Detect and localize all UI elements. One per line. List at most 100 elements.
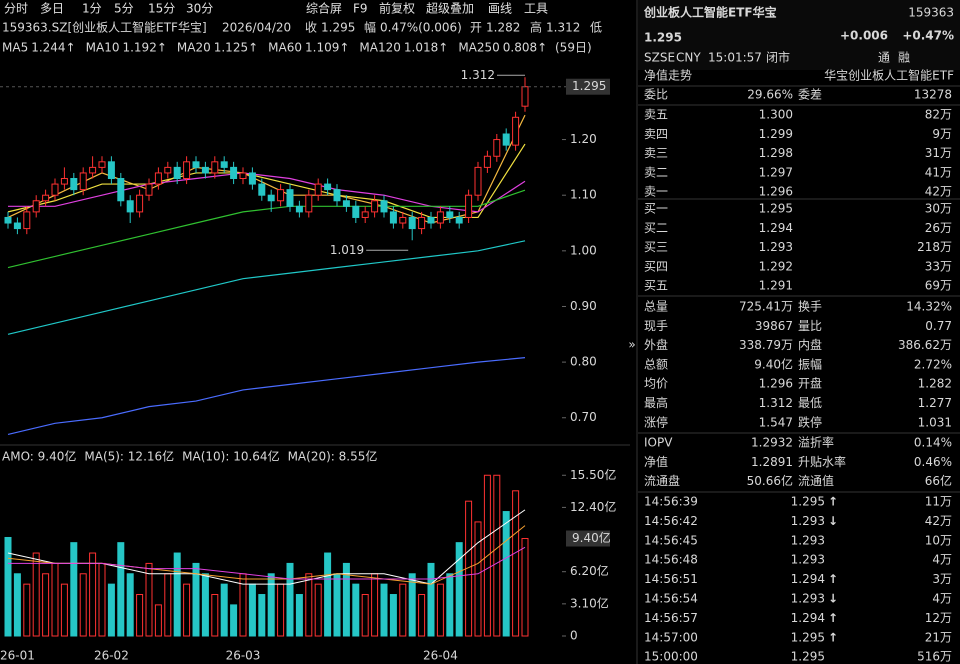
candle-body	[145, 183, 153, 196]
volume-bar	[117, 542, 125, 637]
volume-bar	[42, 573, 50, 637]
volume-bar	[512, 490, 520, 637]
candle-body	[42, 194, 50, 202]
collapse-icon[interactable]: »	[628, 338, 635, 352]
volume-bar	[89, 552, 97, 637]
value: 1.277	[918, 396, 952, 410]
candle-body	[70, 178, 78, 191]
label: 振幅	[798, 356, 822, 371]
toolbar-button[interactable]: 5分	[114, 2, 134, 16]
candle-body	[126, 200, 134, 213]
order-level: 买二	[644, 221, 668, 235]
trade-arrow: ↑	[828, 495, 838, 509]
tab[interactable]: 净值走势	[644, 68, 692, 83]
order-price: 1.298	[759, 146, 793, 160]
legend-value: 1.125↑	[214, 41, 258, 55]
toolbar-button[interactable]: 分时	[4, 2, 28, 16]
quote-currency: CNY	[676, 51, 701, 65]
quote-tag: 融	[898, 51, 910, 65]
high-annotation: 1.312	[461, 68, 495, 82]
candle-body	[98, 161, 106, 168]
legend-value: 1.244↑	[31, 41, 75, 55]
toolbar-button[interactable]: 多日	[40, 2, 64, 16]
toolbar-button[interactable]: F9	[353, 2, 368, 16]
volume-bar	[173, 552, 181, 637]
order-level: 买五	[644, 279, 668, 293]
x-tick-label: 26-04	[423, 649, 458, 663]
toolbar-button[interactable]: 15分	[148, 2, 175, 16]
order-price: 1.296	[759, 185, 793, 199]
volume-bar	[107, 583, 115, 637]
label: 流通值	[798, 473, 834, 488]
toolbar-button[interactable]: 前复权	[379, 1, 415, 16]
order-level: 卖三	[644, 146, 668, 160]
label: 换手	[798, 300, 822, 314]
volume-tick-label: 12.40亿	[570, 499, 616, 514]
value: 725.41万	[739, 300, 793, 314]
candle-body	[436, 211, 444, 224]
volume-bar	[361, 594, 369, 637]
order-level: 卖二	[644, 165, 668, 179]
candle-body	[277, 189, 285, 202]
volume-bar	[277, 583, 285, 637]
candle-body	[230, 166, 238, 180]
volume-bar	[239, 573, 247, 637]
order-volume: 26万	[925, 221, 952, 235]
legend-name: MA10	[86, 41, 120, 55]
toolbar-button[interactable]: 超级叠加	[426, 1, 474, 16]
trade-time: 14:56:57	[644, 611, 698, 625]
order-volume: 218万	[917, 240, 952, 254]
candle-body	[455, 216, 463, 224]
toolbar-button[interactable]: 画线	[488, 2, 512, 16]
toolbar-button[interactable]: 工具	[524, 2, 548, 16]
volume-bar	[154, 604, 162, 637]
fund-code: 159363	[908, 6, 954, 20]
y-tick-label: 1.00	[570, 243, 597, 257]
info-range: 0.47%(0.006)	[380, 21, 462, 35]
order-volume: 41万	[925, 165, 952, 179]
volume-bar	[436, 583, 444, 637]
x-tick-label: 26-03	[226, 649, 261, 663]
legend-name: MA5	[2, 41, 28, 55]
trade-volume: 3万	[932, 572, 952, 586]
volume-bar	[23, 583, 31, 637]
period-button[interactable]: (59日)	[555, 41, 592, 55]
value: 1.296	[759, 377, 793, 391]
toolbar-button[interactable]: 30分	[186, 2, 213, 16]
toolbar-button[interactable]: 1分	[82, 2, 102, 16]
y-tick-label: 0.70	[570, 410, 597, 424]
label: 涨停	[644, 414, 668, 429]
label: 最高	[644, 395, 668, 410]
candle-body	[267, 194, 275, 202]
trade-arrow: ↑	[828, 630, 838, 644]
volume-bar	[183, 583, 191, 637]
last-price-label: 1.295	[572, 79, 606, 93]
label: 现手	[644, 319, 668, 333]
value: 1.312	[759, 396, 793, 410]
volume-current-box	[566, 530, 610, 547]
order-volume: 82万	[925, 108, 952, 122]
value: 0.77	[925, 319, 952, 333]
trade-volume: 4万	[932, 592, 952, 606]
value: 29.66%	[747, 88, 793, 102]
volume-legend: MA(10): 10.64亿	[182, 449, 279, 464]
trade-price: 1.295	[791, 630, 825, 644]
order-volume: 31万	[925, 146, 952, 160]
candle-body	[324, 183, 332, 191]
value: 1.2891	[751, 455, 793, 469]
order-level: 买三	[644, 240, 668, 254]
tab[interactable]: 华宝创业板人工智能ETF	[824, 68, 954, 83]
value: 338.79万	[739, 338, 793, 352]
legend-value: 1.109↑	[305, 41, 349, 55]
candle-body	[521, 86, 529, 107]
quote-market: SZSE	[644, 51, 675, 65]
volume-tick-label: 0	[570, 629, 578, 643]
volume-bar	[389, 594, 397, 637]
trade-price: 1.293	[791, 592, 825, 606]
volume-bar	[230, 604, 238, 637]
candle-body	[399, 216, 407, 224]
trade-price: 1.295	[791, 650, 825, 664]
trade-volume: 4万	[932, 553, 952, 567]
toolbar-button[interactable]: 综合屏	[306, 1, 342, 16]
